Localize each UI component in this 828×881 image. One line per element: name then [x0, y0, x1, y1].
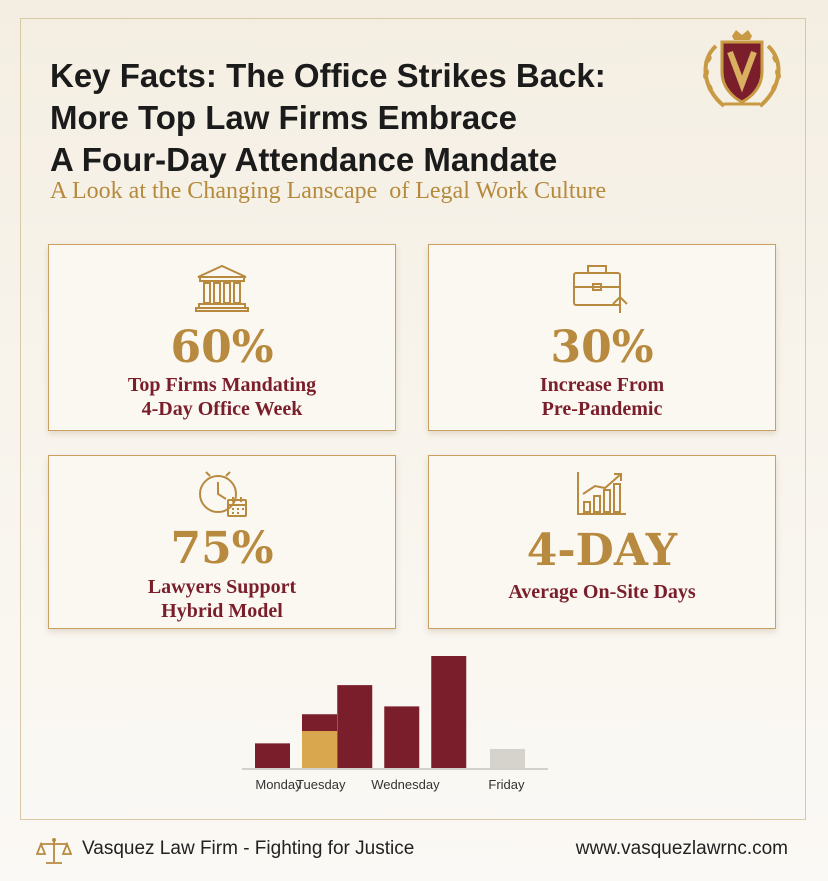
law-firm-crest-logo — [703, 30, 781, 108]
stat-value: 30% — [550, 322, 654, 373]
stat-card-lawyers-support: 75% Lawyers Support Hybrid Model — [48, 455, 396, 629]
bar-0 — [255, 743, 290, 768]
page-title: Key Facts: The Office Strikes Back: More… — [50, 57, 606, 178]
page-frame — [20, 18, 806, 820]
stat-label: Increase From Pre-Pandemic — [539, 374, 665, 420]
bar-3 — [384, 706, 420, 768]
stat-label: Lawyers Support Hybrid Model — [147, 576, 297, 622]
bar-4 — [431, 656, 467, 768]
stat-value: 75% — [170, 523, 274, 574]
stat-card-average-days: 4-DAY Average On-Site Days — [428, 455, 776, 629]
calendar-clock-icon — [199, 471, 247, 517]
courthouse-icon — [195, 264, 249, 312]
x-tick-label: Wednesday — [371, 777, 440, 792]
stat-value: 60% — [170, 322, 274, 373]
stat-label: Top Firms Mandating 4-Day Office Week — [127, 374, 317, 420]
stat-card-increase: 30% Increase From Pre-Pandemic — [428, 244, 776, 431]
footer-brand: Vasquez Law Firm - Fighting for Justice — [82, 838, 415, 859]
bar-5 — [490, 748, 525, 768]
bar-1-lower-segment — [302, 731, 337, 768]
bar-2 — [337, 685, 373, 768]
stat-label: Average On-Site Days — [508, 581, 696, 603]
stat-value: 4-DAY — [526, 525, 678, 576]
footer-website[interactable]: www.vasquezlawrnc.com — [575, 838, 788, 859]
x-tick-label: Monday — [255, 777, 302, 792]
x-tick-label: Tuesday — [296, 777, 346, 792]
x-tick-label: Friday — [488, 777, 525, 792]
rising-bar-chart-icon — [577, 472, 626, 515]
scales-of-justice-icon — [36, 838, 72, 864]
briefcase-arrow-icon — [573, 265, 628, 313]
stat-card-top-firms: 60% Top Firms Mandating 4-Day Office Wee… — [48, 244, 396, 431]
page-subtitle: A Look at the Changing Lanscape of Legal… — [50, 178, 607, 204]
